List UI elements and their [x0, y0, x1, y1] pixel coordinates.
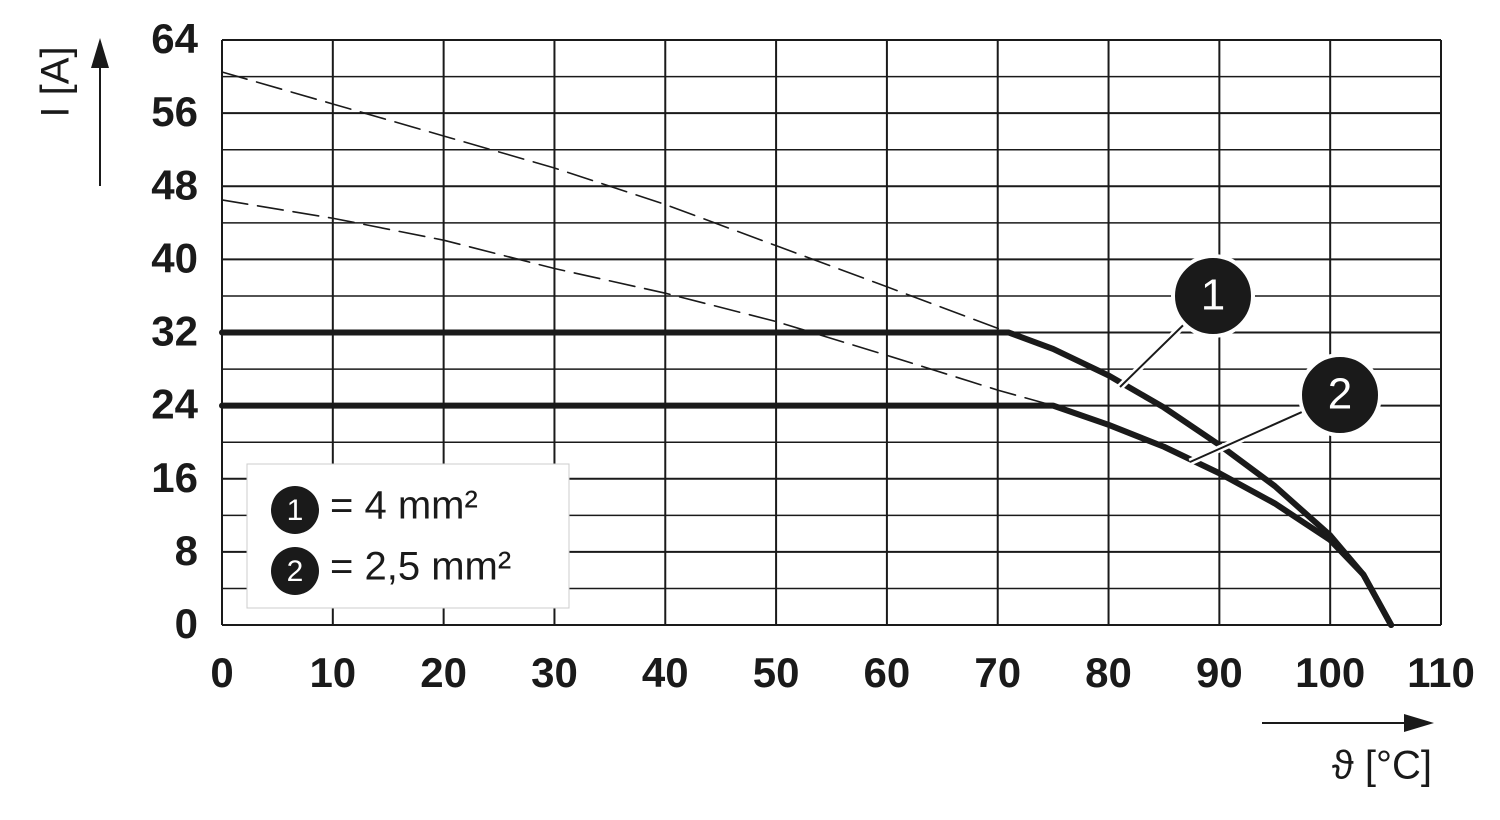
callout-number: 2: [1328, 370, 1352, 419]
extrapolated-line: [221, 199, 1054, 407]
y-tick-label: 48: [151, 161, 198, 208]
legend-label: = 4 mm²: [330, 484, 478, 528]
y-tick-label: 32: [151, 308, 198, 355]
curves: [219, 71, 1395, 628]
x-tick-label: 40: [642, 649, 689, 696]
y-tick-label: 8: [175, 527, 198, 574]
legend-marker-number: 1: [287, 494, 304, 527]
derating-line: [219, 402, 1395, 628]
legend-marker-number: 2: [287, 555, 304, 588]
x-tick-label: 30: [531, 649, 578, 696]
y-tick-label: 40: [151, 234, 198, 281]
x-tick-label: 90: [1196, 649, 1243, 696]
y-axis-arrowhead: [91, 38, 109, 68]
y-tick-label: 24: [151, 381, 198, 428]
y-tick-label: 0: [175, 600, 198, 647]
legend-label: = 2,5 mm²: [330, 545, 511, 589]
x-tick-label: 110: [1407, 649, 1475, 696]
x-tick-label: 0: [210, 649, 233, 696]
x-tick-label: 10: [309, 649, 356, 696]
callout-marker: [1171, 254, 1255, 338]
y-tick-label: 64: [151, 15, 198, 62]
y-tick-label: 16: [151, 454, 198, 501]
legend-marker: [271, 547, 319, 595]
callout-number: 1: [1201, 271, 1225, 320]
callout-marker: [1298, 353, 1382, 437]
x-axis-label: ϑ [°C]: [1332, 744, 1432, 788]
x-axis-arrowhead: [1404, 714, 1434, 732]
x-tick-label: 60: [864, 649, 911, 696]
y-axis-label: I [A]: [34, 46, 78, 117]
x-tick-label: 80: [1085, 649, 1132, 696]
y-tick-label: 56: [151, 88, 198, 135]
legend-marker: [271, 486, 319, 534]
x-tick-label: 20: [420, 649, 467, 696]
x-tick-label: 70: [974, 649, 1021, 696]
x-tick-label: 100: [1295, 649, 1365, 696]
extrapolated-line: [221, 71, 1010, 334]
x-tick-label: 50: [753, 649, 800, 696]
